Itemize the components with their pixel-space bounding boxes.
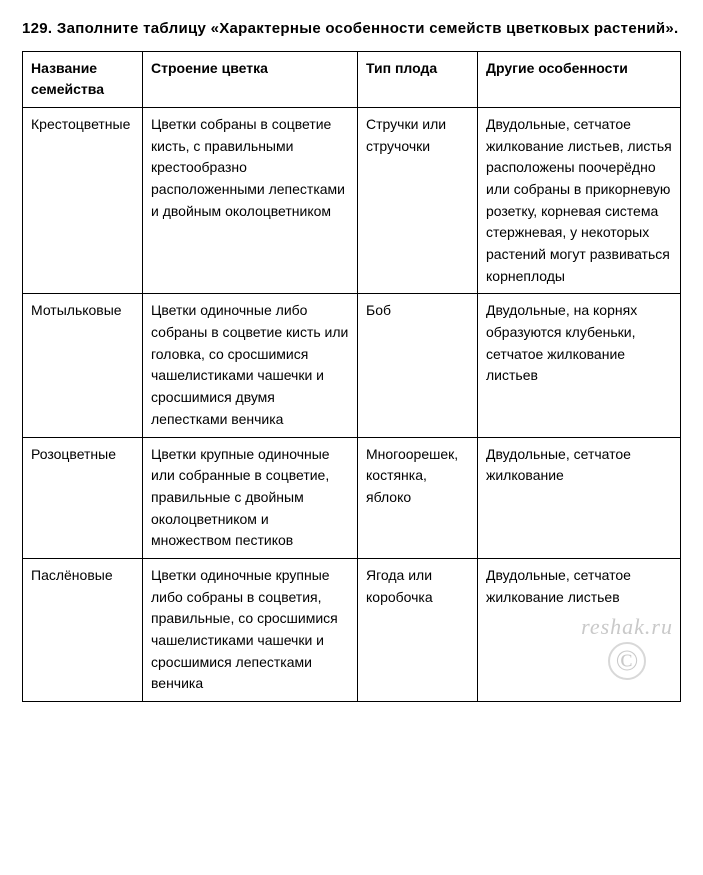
col-header-flower: Строение цветка bbox=[143, 51, 358, 107]
cell-fruit: Боб bbox=[358, 294, 478, 437]
task-title: 129. Заполните таблицу «Характерные особ… bbox=[22, 18, 681, 41]
cell-other: Двудольные, сетчатое жилкование листьев bbox=[478, 558, 681, 701]
col-header-family: Название семейства bbox=[23, 51, 143, 107]
cell-other: Двудольные, сетчатое жилкование листьев,… bbox=[478, 107, 681, 294]
table-row: Паслёновые Цветки одиночные крупные либо… bbox=[23, 558, 681, 701]
cell-other: Двудольные, сетчатое жилкование bbox=[478, 437, 681, 558]
cell-flower: Цветки одиночные либо собраны в соцветие… bbox=[143, 294, 358, 437]
cell-fruit: Ягода или коробочка bbox=[358, 558, 478, 701]
cell-fruit: Многоорешек, костянка, яблоко bbox=[358, 437, 478, 558]
col-header-fruit: Тип плода bbox=[358, 51, 478, 107]
table-row: Розоцветные Цветки крупные одиночные или… bbox=[23, 437, 681, 558]
cell-flower: Цветки одиночные крупные либо собраны в … bbox=[143, 558, 358, 701]
cell-fruit: Стручки или стручочки bbox=[358, 107, 478, 294]
cell-family: Розоцветные bbox=[23, 437, 143, 558]
families-table: Название семейства Строение цветка Тип п… bbox=[22, 51, 681, 703]
table-row: Крестоцветные Цветки собраны в соцветие … bbox=[23, 107, 681, 294]
task-text: Заполните таблицу «Характерные особеннос… bbox=[57, 20, 679, 37]
cell-flower: Цветки крупные одиночные или собранные в… bbox=[143, 437, 358, 558]
cell-family: Паслёновые bbox=[23, 558, 143, 701]
cell-family: Крестоцветные bbox=[23, 107, 143, 294]
table-row: Мотыльковые Цветки одиночные либо собран… bbox=[23, 294, 681, 437]
cell-family: Мотыльковые bbox=[23, 294, 143, 437]
task-number: 129. bbox=[22, 20, 52, 37]
col-header-other: Другие особенности bbox=[478, 51, 681, 107]
table-header-row: Название семейства Строение цветка Тип п… bbox=[23, 51, 681, 107]
cell-flower: Цветки собраны в соцветие кисть, с прави… bbox=[143, 107, 358, 294]
cell-other: Двудольные, на корнях образуются клубень… bbox=[478, 294, 681, 437]
